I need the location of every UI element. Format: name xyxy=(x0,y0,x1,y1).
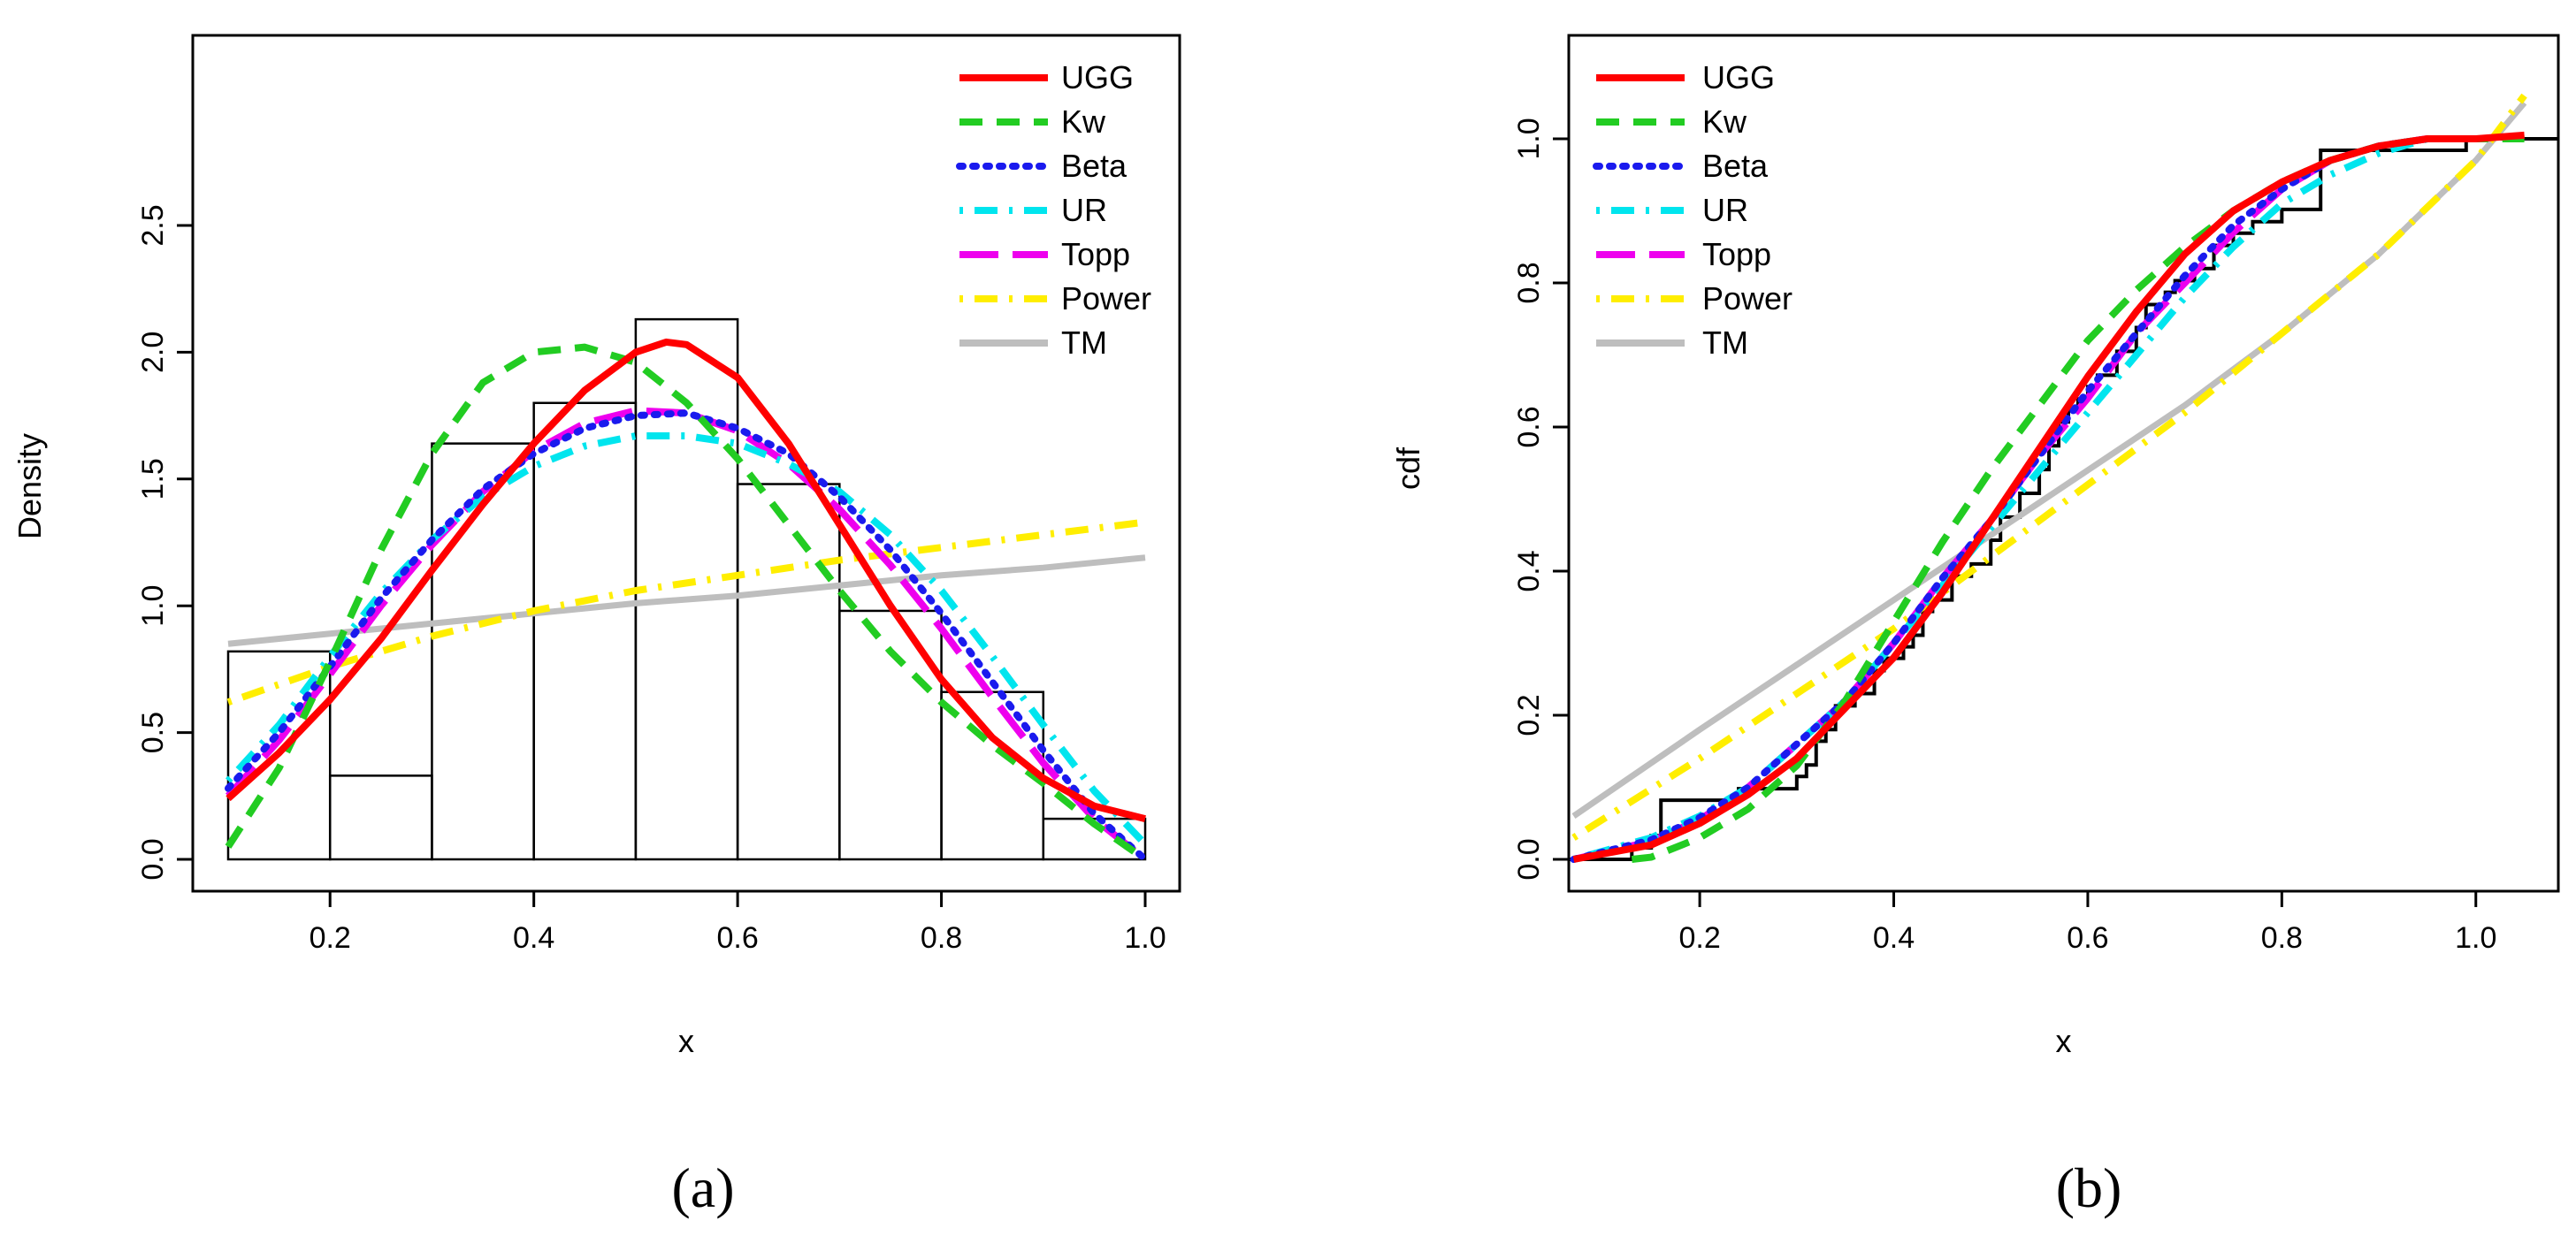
histogram-bar xyxy=(226,650,332,861)
legend-label-tm: TM xyxy=(1061,324,1107,361)
y-tick-label: 2.0 xyxy=(136,332,170,373)
plot-frame xyxy=(191,34,1181,893)
histogram-bar xyxy=(1042,817,1147,861)
legend-label-ugg: UGG xyxy=(1702,59,1775,95)
histogram-bar xyxy=(328,774,433,861)
curve-kw xyxy=(225,343,1148,863)
legend-label-ugg: UGG xyxy=(1061,59,1134,95)
x-tick-label: 1.0 xyxy=(1124,921,1166,955)
y-tick-label: 0.0 xyxy=(1512,838,1546,880)
x-tick-label: 0.4 xyxy=(513,921,554,955)
y-axis-title: Density xyxy=(11,433,48,539)
legend-label-ur: UR xyxy=(1061,192,1107,228)
y-tick-label: 2.5 xyxy=(136,204,170,246)
y-tick-label: 0.6 xyxy=(1512,406,1546,447)
x-tick-label: 0.2 xyxy=(310,921,351,955)
y-axis-title: cdf xyxy=(1390,446,1426,490)
legend-label-power: Power xyxy=(1061,280,1151,317)
plot-frame xyxy=(1567,34,2560,893)
x-axis-title: x xyxy=(2056,1023,2072,1059)
curve-power xyxy=(226,518,1146,706)
legend-label-beta: Beta xyxy=(1702,148,1769,184)
chart-panel-a: 0.2 0.4 0.6 0.8 1.0 0.0 0.5 1.0 1.5 2.0 2.5 x Densit… xyxy=(11,34,1181,1219)
histogram-bar xyxy=(532,401,638,861)
legend-label-beta: Beta xyxy=(1061,148,1127,184)
legend-label-kw: Kw xyxy=(1702,103,1747,140)
x-tick-label: 1.0 xyxy=(2455,921,2496,955)
legend-label-topp: Topp xyxy=(1061,236,1130,272)
x-tick-label: 0.6 xyxy=(2067,921,2108,955)
legend-label-ur: UR xyxy=(1702,192,1748,228)
y-tick-label: 1.5 xyxy=(136,458,170,500)
y-tick-label: 1.0 xyxy=(136,585,170,627)
x-tick-label: 0.6 xyxy=(716,921,758,955)
legend-label-topp: Topp xyxy=(1702,236,1771,272)
curve-ur xyxy=(1572,135,2476,863)
panel-label: (a) xyxy=(671,1156,734,1219)
curve-beta xyxy=(225,409,1149,863)
legend-label-power: Power xyxy=(1702,280,1792,317)
y-tick-label: 0.5 xyxy=(136,712,170,753)
chart-panel-b: 0.2 0.4 0.6 0.8 1.0 0.0 0.2 0.4 0.6 0.8 1.0 x cdf UGG… xyxy=(1390,34,2560,1219)
panel-label: (b) xyxy=(2056,1156,2122,1219)
y-tick-label: 1.0 xyxy=(1512,118,1546,159)
curve-ugg xyxy=(1572,131,2525,863)
y-tick-label: 0.0 xyxy=(136,838,170,880)
curve-ur xyxy=(225,432,1148,847)
x-tick-label: 0.8 xyxy=(2261,921,2303,955)
curve-tm xyxy=(227,554,1146,647)
x-axis-title: x xyxy=(678,1023,694,1059)
y-tick-label: 0.4 xyxy=(1512,550,1546,591)
legend-label-tm: TM xyxy=(1702,324,1748,361)
curve-power xyxy=(1571,93,2527,841)
y-tick-label: 0.8 xyxy=(1512,262,1546,303)
legend-label-kw: Kw xyxy=(1061,103,1106,140)
x-tick-label: 0.2 xyxy=(1678,921,1720,955)
histogram-bar xyxy=(736,483,841,861)
x-tick-label: 0.8 xyxy=(921,921,962,955)
curve-topp xyxy=(225,407,1148,863)
y-tick-label: 0.2 xyxy=(1512,694,1546,736)
curve-ugg xyxy=(225,338,1146,822)
x-tick-label: 0.4 xyxy=(1873,921,1915,955)
